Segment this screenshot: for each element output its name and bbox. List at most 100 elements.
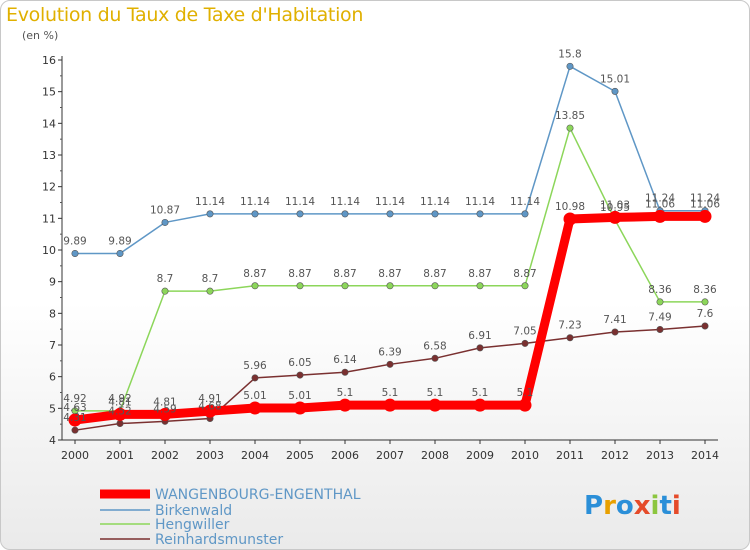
legend-label-0: WANGENBOURG-ENGENTHAL: [155, 487, 361, 503]
series-point-0: [338, 398, 352, 412]
x-tick-label: 2000: [61, 449, 89, 462]
x-tick-label: 2010: [511, 449, 539, 462]
x-tick-label: 2011: [556, 449, 584, 462]
series-point-1: [161, 218, 169, 226]
series-point-1: [116, 249, 124, 257]
data-label-3: 7.05: [513, 325, 536, 337]
series-point-3: [251, 374, 259, 382]
data-label-2: 8.36: [693, 284, 717, 296]
data-label-3: 6.14: [333, 354, 357, 366]
data-label-0: 5.1: [517, 387, 534, 399]
logo-letter: x: [633, 491, 651, 521]
series-point-3: [656, 325, 664, 333]
y-tick-label: 15: [42, 86, 56, 99]
data-label-0: 4.91: [198, 393, 221, 405]
series-point-3: [296, 371, 304, 379]
data-label-2: 8.87: [513, 268, 536, 280]
data-label-3: 7.41: [603, 314, 626, 326]
data-label-1: 15.01: [600, 73, 630, 85]
data-label-1: 11.14: [375, 196, 405, 208]
x-tick-label: 2004: [241, 449, 269, 462]
logo-letter: o: [615, 491, 634, 521]
series-point-1: [71, 249, 79, 257]
data-label-2: 8.87: [333, 268, 356, 280]
data-label-0: 5.1: [382, 387, 399, 399]
data-label-3: 7.23: [558, 320, 581, 332]
data-label-1: 11.14: [240, 196, 270, 208]
x-tick-label: 2003: [196, 449, 224, 462]
data-label-0: 4.81: [108, 396, 131, 408]
series-line-1: [74, 65, 706, 255]
data-label-2: 10.95: [600, 202, 630, 214]
data-label-1: 9.89: [63, 235, 86, 247]
y-tick-label: 5: [49, 402, 56, 415]
data-label-0: 5.01: [243, 390, 266, 402]
series-point-1: [566, 62, 574, 70]
data-label-2: 8.36: [648, 284, 672, 296]
x-tick-label: 2001: [106, 449, 134, 462]
data-label-3: 4.59: [153, 403, 176, 415]
logo-letter: i: [671, 491, 681, 521]
series-point-3: [431, 354, 439, 362]
series-point-1: [251, 210, 259, 218]
data-label-2: 8.87: [243, 268, 266, 280]
series-point-3: [701, 322, 709, 330]
data-label-0: 11.06: [690, 198, 720, 210]
series-point-2: [251, 282, 259, 290]
data-label-3: 4.68: [198, 400, 221, 412]
series-point-0: [248, 401, 262, 415]
data-label-3: 4.52: [108, 406, 131, 418]
y-tick-label: 14: [42, 117, 56, 130]
y-tick-label: 9: [49, 276, 56, 289]
series-point-2: [386, 282, 394, 290]
series-point-3: [71, 426, 79, 434]
data-label-3: 6.05: [288, 357, 311, 369]
x-tick-label: 2014: [691, 449, 719, 462]
logo-letter: P: [584, 491, 604, 521]
y-tick-label: 11: [42, 212, 56, 225]
data-label-1: 11.14: [420, 196, 450, 208]
logo-letter: r: [603, 491, 616, 521]
logo-letter: i: [650, 491, 660, 521]
y-tick-label: 12: [42, 181, 56, 194]
x-tick-label: 2013: [646, 449, 674, 462]
series-point-3: [341, 368, 349, 376]
data-label-3: 7.49: [648, 311, 671, 323]
series-point-2: [566, 124, 574, 132]
data-label-1: 9.89: [108, 235, 131, 247]
data-label-3: 6.58: [423, 340, 446, 352]
data-label-3: 4.31: [63, 412, 86, 424]
y-tick-label: 13: [42, 149, 56, 162]
y-tick-label: 6: [49, 371, 56, 384]
series-point-2: [296, 282, 304, 290]
series-point-0: [653, 209, 667, 223]
series-point-1: [611, 87, 619, 95]
data-label-1: 11.14: [195, 196, 225, 208]
data-label-0: 11.06: [645, 198, 675, 210]
series-point-1: [386, 210, 394, 218]
series-point-0: [68, 413, 82, 427]
data-label-2: 4.92: [108, 393, 131, 405]
data-label-0: 10.98: [555, 201, 585, 213]
data-label-1: 11.24: [690, 193, 720, 205]
data-label-2: 13.85: [555, 110, 585, 122]
series-point-0: [698, 209, 712, 223]
data-label-1: 11.14: [465, 196, 495, 208]
chart-subtitle: (en %): [22, 29, 59, 42]
series-point-1: [341, 210, 349, 218]
series-point-2: [431, 282, 439, 290]
x-tick-label: 2008: [421, 449, 449, 462]
series-point-3: [476, 344, 484, 352]
data-label-0: 5.1: [337, 387, 354, 399]
data-label-0: 4.81: [153, 396, 176, 408]
y-tick-label: 10: [42, 244, 56, 257]
data-label-0: 5.01: [288, 390, 311, 402]
data-label-1: 10.87: [150, 204, 180, 216]
series-point-0: [203, 404, 217, 418]
series-point-3: [386, 360, 394, 368]
proxiti-logo: Proxiti: [584, 491, 681, 521]
series-point-1: [476, 210, 484, 218]
data-label-1: 15.8: [558, 48, 581, 60]
series-point-0: [608, 210, 622, 224]
x-tick-label: 2012: [601, 449, 629, 462]
